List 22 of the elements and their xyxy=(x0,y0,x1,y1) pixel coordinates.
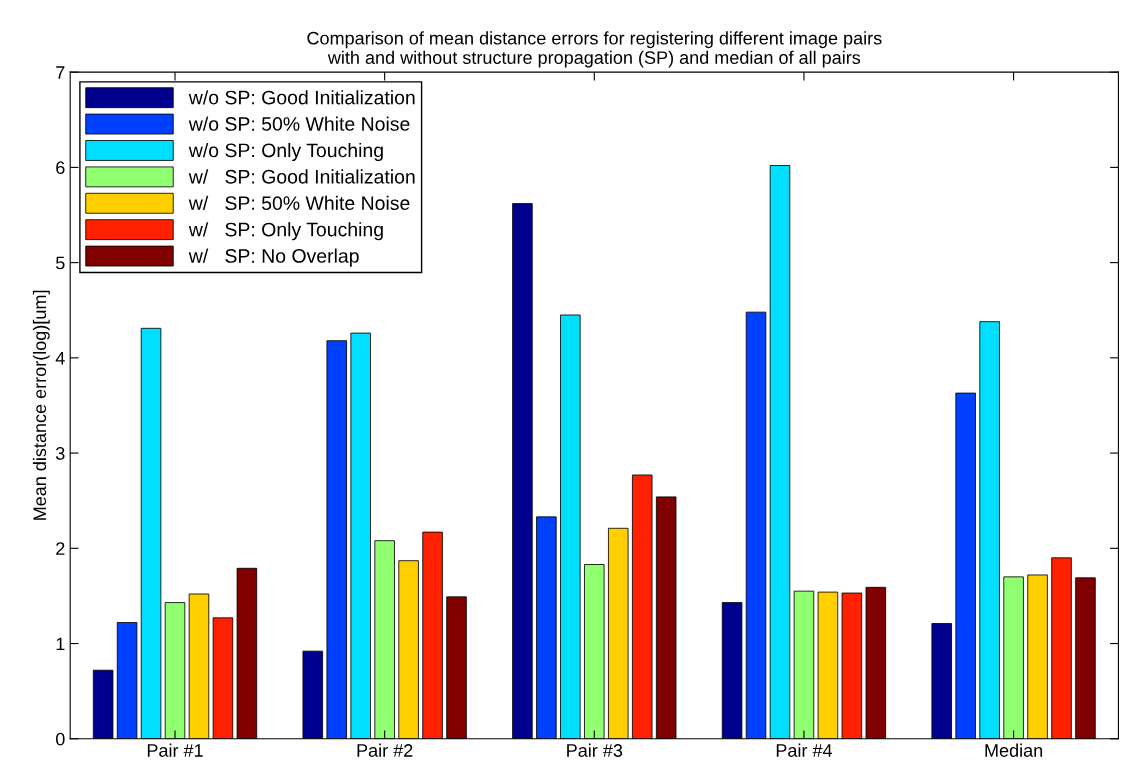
x-tick-label: Pair #2 xyxy=(357,743,413,757)
y-tick-label: 7 xyxy=(56,66,65,79)
y-axis-title: Mean distance error(log)[um] xyxy=(32,290,50,520)
legend-label: w/o SP: 50% White Noise xyxy=(188,116,410,131)
y-tick-label: 1 xyxy=(56,637,65,651)
legend-label: w/ SP: Only Touching xyxy=(188,222,383,241)
legend-label: w/ SP: 50% White Noise xyxy=(188,195,410,211)
y-tick-label: 2 xyxy=(56,542,65,555)
chart-title: Comparison of mean distance errors for registering different image pairs with and without structure propagation (SP) and median of all pairs xyxy=(307,31,882,68)
x-tick-label: Median xyxy=(985,743,1043,757)
y-tick-label: 4 xyxy=(55,351,65,365)
y-tick-label: 5 xyxy=(56,256,65,270)
y-tick-label: 0 xyxy=(55,732,65,746)
legend-label: w/ SP: No Overlap xyxy=(188,248,359,267)
y-tick-label: 6 xyxy=(56,161,65,175)
x-tick-label: Pair #3 xyxy=(567,743,623,757)
x-tick-label: Pair #1 xyxy=(147,743,203,757)
legend-label: w/o SP: Only Touching xyxy=(188,142,383,162)
y-tick-label: 3 xyxy=(55,447,65,460)
legend-label: w/ SP: Good Initialization xyxy=(188,169,415,184)
x-tick-label: Pair #4 xyxy=(776,743,833,757)
legend-label: w/o SP: Good Initialization xyxy=(188,90,415,105)
